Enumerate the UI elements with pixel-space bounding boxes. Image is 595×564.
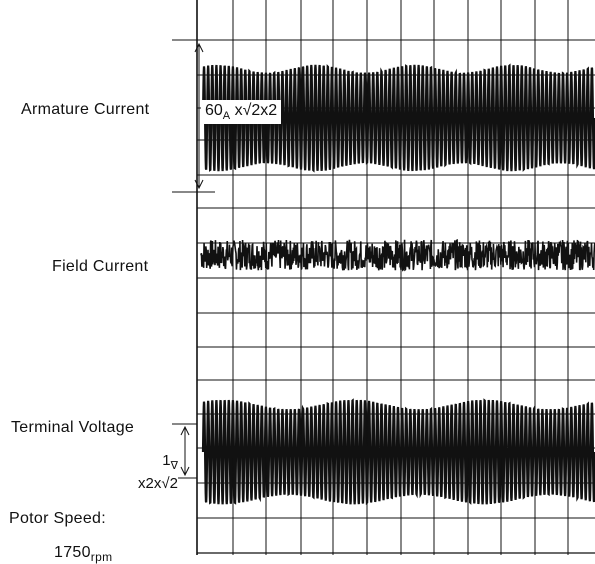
rotor-speed-value: 1750rpm	[54, 544, 113, 564]
armature-arrow-up	[194, 42, 204, 53]
voltage-arrow-up	[180, 425, 190, 436]
field-current-label: Field Current	[52, 258, 149, 275]
armature-scale: 60A x√2x2	[201, 100, 282, 125]
armature-current-label: Armature Current	[21, 101, 150, 118]
armature-trace	[201, 63, 595, 173]
armature-arrow-down	[194, 179, 204, 190]
scale-markers	[172, 39, 215, 479]
rotor-speed-label: Potor Speed:	[9, 510, 106, 527]
voltage-arrow-down	[180, 466, 190, 477]
terminal-voltage-label: Terminal Voltage	[11, 419, 135, 436]
voltage-scale: 1∇ x2x√2	[138, 452, 178, 492]
voltage-trace	[201, 398, 595, 506]
traces	[200, 63, 595, 506]
field-trace	[200, 238, 595, 272]
